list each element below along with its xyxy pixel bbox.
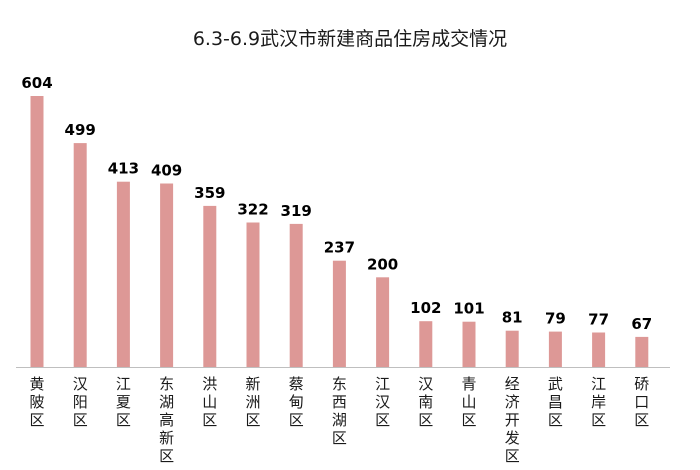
bar <box>332 260 346 367</box>
data-label: 67 <box>631 315 652 333</box>
category-label: 蔡甸区 <box>289 375 304 429</box>
bar <box>246 222 260 367</box>
bar <box>203 205 217 367</box>
data-label: 200 <box>367 255 398 273</box>
category-label: 洪山区 <box>202 375 217 429</box>
data-label: 102 <box>410 299 441 317</box>
category-label: 江汉区 <box>375 375 390 429</box>
data-label: 237 <box>324 239 355 257</box>
data-label: 79 <box>545 310 566 328</box>
data-label: 359 <box>194 184 225 202</box>
bar <box>73 143 87 367</box>
chart-title: 6.3-6.9武汉市新建商品住房成交情况 <box>192 28 508 50</box>
bar <box>116 181 130 367</box>
bar <box>160 183 174 367</box>
bar <box>635 336 649 367</box>
category-label: 东西湖区 <box>332 375 347 447</box>
data-label: 81 <box>502 309 523 327</box>
category-label: 汉阳区 <box>73 375 88 429</box>
data-label: 409 <box>151 162 182 180</box>
category-labels-layer: 黄陂区 汉阳区 江夏区 东湖高新区 洪山区 新洲区 蔡甸区 东西湖区 江汉区 汉南区 青山区 经济开发… <box>29 375 649 465</box>
category-label: 江岸区 <box>591 375 606 429</box>
category-label: 黄陂区 <box>29 375 44 429</box>
data-label: 413 <box>108 160 139 178</box>
category-label: 硚口区 <box>634 375 649 429</box>
data-label: 322 <box>237 201 268 219</box>
bar <box>419 321 433 367</box>
category-label: 东湖高新区 <box>159 375 174 465</box>
bar <box>592 332 606 367</box>
bar <box>548 331 562 367</box>
category-label: 江夏区 <box>116 375 131 429</box>
bar <box>30 96 44 367</box>
data-labels-layer: 604 499 413 409 359 322 319 237 200 102 101 81 79 77 6… <box>21 74 652 333</box>
bar <box>462 321 476 367</box>
category-label: 青山区 <box>461 375 476 429</box>
data-label: 319 <box>281 202 312 220</box>
bar <box>505 330 519 367</box>
data-label: 499 <box>65 121 96 139</box>
category-label: 汉南区 <box>418 375 433 429</box>
data-label: 604 <box>21 74 52 92</box>
category-label: 武昌区 <box>548 375 563 429</box>
category-label: 新洲区 <box>245 375 260 429</box>
bars-layer <box>30 96 649 367</box>
bar <box>376 277 390 367</box>
bar <box>289 223 303 367</box>
data-label: 101 <box>453 300 484 318</box>
data-label: 77 <box>588 311 609 329</box>
category-label: 经济开发区 <box>505 375 520 465</box>
